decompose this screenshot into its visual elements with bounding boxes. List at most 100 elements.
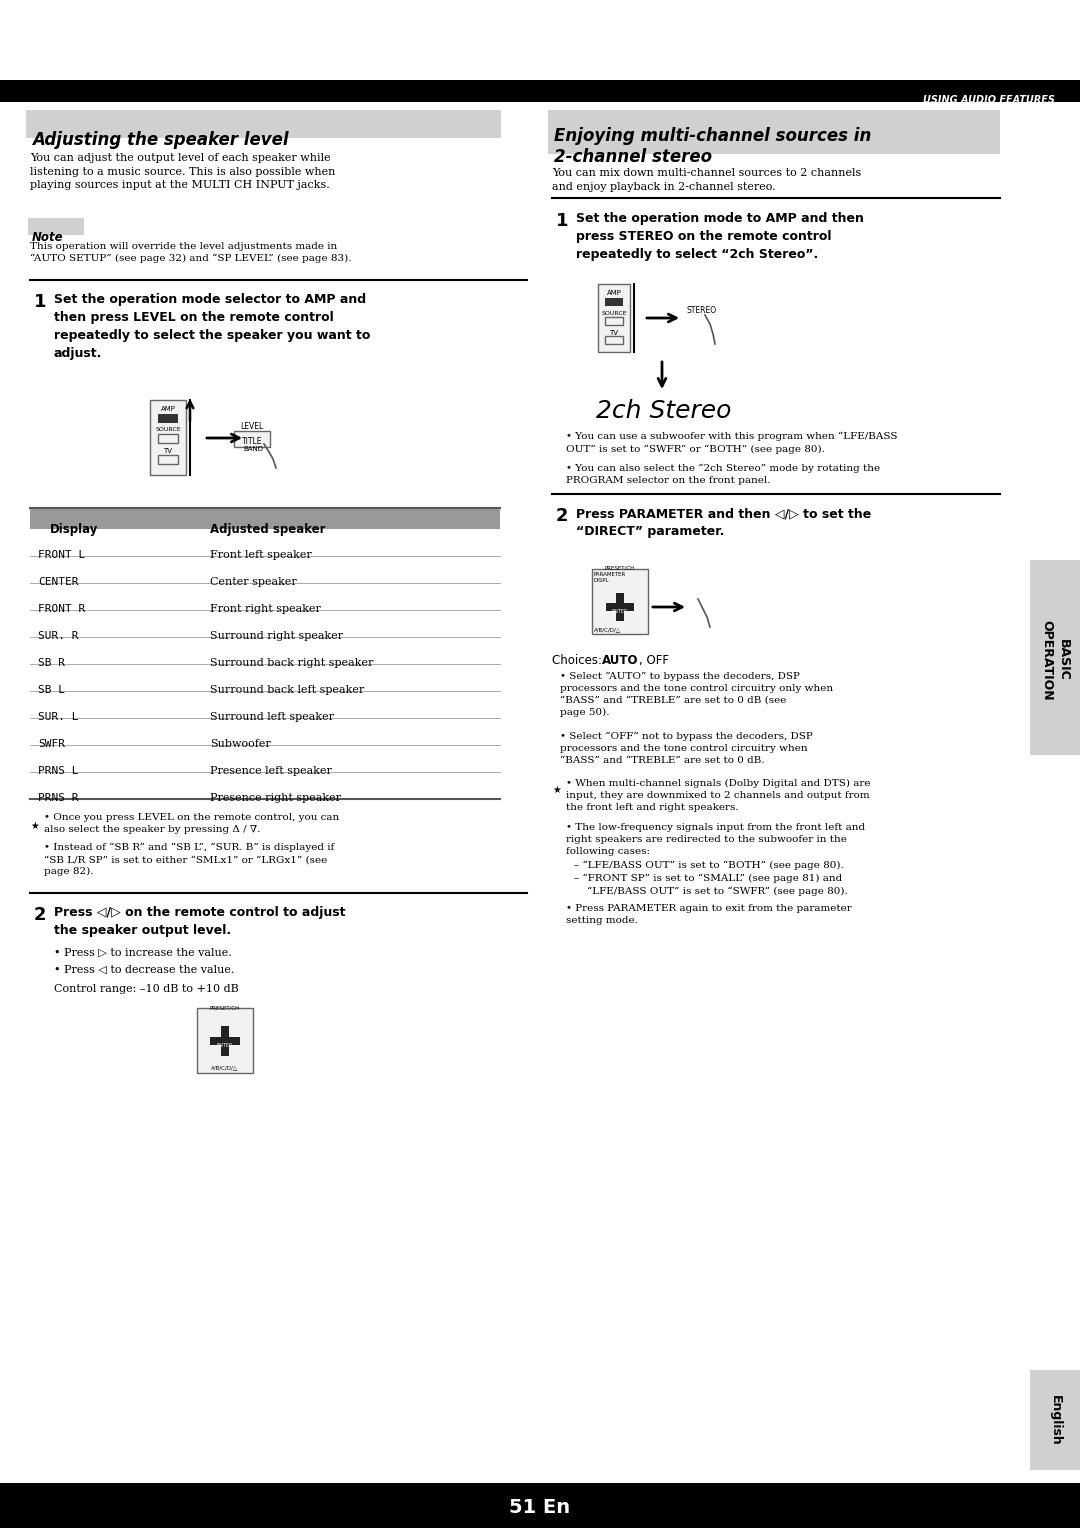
Text: 2: 2 — [33, 906, 46, 924]
Text: , OFF: , OFF — [639, 654, 669, 668]
Text: Control range: –10 dB to +10 dB: Control range: –10 dB to +10 dB — [54, 984, 239, 995]
Text: Note: Note — [32, 231, 64, 244]
Text: 1: 1 — [33, 293, 46, 312]
Bar — [592, 568, 648, 634]
Text: CENTER: CENTER — [38, 578, 79, 587]
Text: • Once you press LEVEL on the remote control, you can
also select the speaker by: • Once you press LEVEL on the remote con… — [44, 813, 339, 834]
Text: TV: TV — [163, 448, 173, 454]
Text: Adjusting the speaker level: Adjusting the speaker level — [32, 131, 288, 150]
Text: LEVEL: LEVEL — [241, 422, 264, 431]
Bar — [158, 455, 178, 465]
Text: Press PARAMETER and then ◁/▷ to set the
“DIRECT” parameter.: Press PARAMETER and then ◁/▷ to set the … — [576, 507, 872, 538]
Text: STEREO: STEREO — [687, 306, 717, 315]
Text: SUR. L: SUR. L — [38, 712, 79, 723]
Bar — [605, 298, 623, 306]
Text: Presence left speaker: Presence left speaker — [210, 766, 332, 776]
Bar — [26, 110, 501, 138]
Text: • The low-frequency signals input from the front left and
right speakers are red: • The low-frequency signals input from t… — [566, 824, 865, 856]
Text: ★: ★ — [30, 821, 39, 831]
Bar — [28, 219, 84, 235]
Text: AUTO: AUTO — [602, 654, 638, 668]
Bar — [1030, 1371, 1080, 1470]
Text: Surround back right speaker: Surround back right speaker — [210, 659, 374, 668]
Text: Adjusted speaker: Adjusted speaker — [210, 523, 325, 536]
Text: DISPL: DISPL — [594, 578, 609, 584]
Bar — [616, 611, 624, 620]
Text: 2: 2 — [556, 507, 568, 526]
Bar — [221, 1025, 229, 1038]
Text: • Instead of “SB R” and “SB L”, “SUR. B” is displayed if
“SB L/R SP” is set to e: • Instead of “SB R” and “SB L”, “SUR. B”… — [44, 843, 334, 876]
Text: A/B/C/D/△: A/B/C/D/△ — [594, 626, 621, 633]
Bar — [150, 400, 186, 475]
Text: FRONT R: FRONT R — [38, 604, 85, 614]
Text: ★: ★ — [552, 785, 561, 795]
Text: “LFE/BASS OUT” is set to “SWFR” (see page 80).: “LFE/BASS OUT” is set to “SWFR” (see pag… — [573, 886, 848, 897]
Text: Subwoofer: Subwoofer — [210, 740, 271, 749]
Text: This operation will override the level adjustments made in
“AUTO SETUP” (see pag: This operation will override the level a… — [30, 241, 351, 263]
Text: • You can also select the “2ch Stereo” mode by rotating the
PROGRAM selector on : • You can also select the “2ch Stereo” m… — [566, 465, 880, 484]
Bar — [197, 1008, 253, 1073]
Text: Display: Display — [50, 523, 98, 536]
Bar — [605, 336, 623, 344]
Text: AMP: AMP — [161, 406, 175, 413]
Text: • Select “AUTO” to bypass the decoders, DSP
processors and the tone control circ: • Select “AUTO” to bypass the decoders, … — [561, 672, 833, 717]
Text: SOURCE: SOURCE — [156, 426, 180, 432]
Bar — [158, 414, 178, 423]
Text: • You can use a subwoofer with this program when “LFE/BASS
OUT” is set to “SWFR”: • You can use a subwoofer with this prog… — [566, 432, 897, 454]
Text: USING AUDIO FEATURES: USING AUDIO FEATURES — [923, 95, 1055, 105]
Bar — [624, 604, 634, 611]
Text: • Select “OFF” not to bypass the decoders, DSP
processors and the tone control c: • Select “OFF” not to bypass the decoder… — [561, 732, 813, 766]
Text: PARAMETER: PARAMETER — [594, 571, 626, 578]
Text: SOURCE: SOURCE — [602, 312, 626, 316]
Bar — [234, 431, 270, 448]
Text: Press ◁/▷ on the remote control to adjust
the speaker output level.: Press ◁/▷ on the remote control to adjus… — [54, 906, 346, 937]
Text: 1: 1 — [556, 212, 568, 231]
Text: Center speaker: Center speaker — [210, 578, 297, 587]
Text: Surround back left speaker: Surround back left speaker — [210, 685, 364, 695]
Text: • When multi-channel signals (Dolby Digital and DTS) are
input, they are downmix: • When multi-channel signals (Dolby Digi… — [566, 779, 870, 811]
Text: FRONT L: FRONT L — [38, 550, 85, 559]
Text: 2-channel stereo: 2-channel stereo — [554, 148, 712, 167]
Circle shape — [615, 602, 625, 613]
Text: BASIC
OPERATION: BASIC OPERATION — [1040, 620, 1070, 700]
Bar — [606, 604, 616, 611]
Text: ENTER: ENTER — [217, 1044, 233, 1048]
Text: 2ch Stereo: 2ch Stereo — [596, 399, 731, 423]
Text: SB R: SB R — [38, 659, 65, 668]
Text: Front right speaker: Front right speaker — [210, 604, 321, 614]
Bar — [605, 316, 623, 325]
Bar — [598, 284, 630, 351]
Text: Surround left speaker: Surround left speaker — [210, 712, 334, 723]
Text: • Press ◁ to decrease the value.: • Press ◁ to decrease the value. — [54, 966, 234, 975]
Text: Set the operation mode to AMP and then
press STEREO on the remote control
repeat: Set the operation mode to AMP and then p… — [576, 212, 864, 261]
Text: – “FRONT SP” is set to “SMALL” (see page 81) and: – “FRONT SP” is set to “SMALL” (see page… — [573, 874, 842, 883]
Text: TITLE: TITLE — [242, 437, 262, 446]
Text: SUR. R: SUR. R — [38, 631, 79, 642]
Bar — [616, 593, 624, 604]
Text: AMP: AMP — [607, 290, 621, 296]
Text: – “LFE/BASS OUT” is set to “BOTH” (see page 80).: – “LFE/BASS OUT” is set to “BOTH” (see p… — [573, 860, 843, 871]
Text: TV: TV — [609, 330, 619, 336]
Bar — [229, 1038, 240, 1045]
Bar — [548, 110, 1000, 154]
Bar — [0, 79, 1080, 102]
Text: You can adjust the output level of each speaker while
listening to a music sourc: You can adjust the output level of each … — [30, 153, 336, 189]
Text: PRESET/CH: PRESET/CH — [210, 1005, 240, 1010]
Bar — [30, 507, 500, 529]
Text: ENTER: ENTER — [611, 610, 629, 614]
Text: Front left speaker: Front left speaker — [210, 550, 312, 559]
Text: Set the operation mode selector to AMP and
then press LEVEL on the remote contro: Set the operation mode selector to AMP a… — [54, 293, 370, 361]
Bar — [0, 1484, 1080, 1528]
Bar — [210, 1038, 221, 1045]
Text: English: English — [1049, 1395, 1062, 1445]
Text: • Press ▷ to increase the value.: • Press ▷ to increase the value. — [54, 947, 232, 958]
Bar — [158, 434, 178, 443]
Bar — [1030, 559, 1080, 755]
Text: SWFR: SWFR — [38, 740, 65, 749]
Text: 51 En: 51 En — [510, 1497, 570, 1517]
Text: Choices:: Choices: — [552, 654, 606, 668]
Text: Enjoying multi-channel sources in: Enjoying multi-channel sources in — [554, 127, 872, 145]
Text: PRNS R: PRNS R — [38, 793, 79, 804]
Text: SB L: SB L — [38, 685, 65, 695]
Text: PRNS L: PRNS L — [38, 766, 79, 776]
